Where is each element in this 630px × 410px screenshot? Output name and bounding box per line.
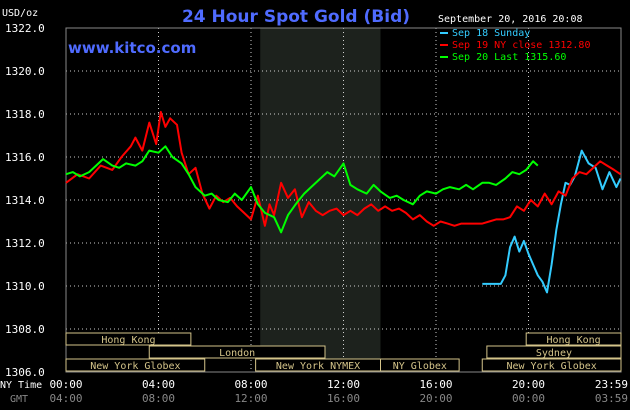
y-tick-label: 1306.0 xyxy=(5,366,45,379)
legend-entry: Sep 20 Last 1315.60 xyxy=(452,52,566,63)
x-tick-label-ny: 20:00 xyxy=(512,378,545,391)
session-label: London xyxy=(219,348,255,359)
y-tick-label: 1318.0 xyxy=(5,108,45,121)
x-tick-label-ny: 23:59 xyxy=(595,378,628,391)
market-sessions: Hong Kong London New York Globex New York N… xyxy=(65,332,622,372)
series-line xyxy=(65,145,539,234)
session-label: New York NYMEX xyxy=(276,361,360,372)
shaded-region xyxy=(260,28,381,372)
price-series xyxy=(65,110,622,294)
session-label: New York Globex xyxy=(506,361,596,372)
session-label: Hong Kong xyxy=(101,335,155,346)
x-tick-label-gmt: 08:00 xyxy=(142,392,175,405)
x-tick-labels: 00:00 04:00 08:00 12:00 16:00 20:00 23:5904:00… xyxy=(49,378,628,405)
legend-entry: Sep 19 NY close 1312.80 xyxy=(452,40,590,51)
y-tick-label: 1320.0 xyxy=(5,65,45,78)
x-tick-label-ny: 04:00 xyxy=(142,378,175,391)
y-tick-label: 1308.0 xyxy=(5,323,45,336)
x-tick-label-gmt: 00:00 xyxy=(512,392,545,405)
y-tick-label: 1312.0 xyxy=(5,237,45,250)
session-label: Sydney xyxy=(536,348,572,359)
series-line xyxy=(65,110,622,227)
x-tick-label-ny: 12:00 xyxy=(327,378,360,391)
x-tick-label-ny: 08:00 xyxy=(234,378,267,391)
plot-border xyxy=(65,27,622,373)
x-tick-label-ny: 16:00 xyxy=(419,378,452,391)
x-tick-label-gmt: 03:59 xyxy=(595,392,628,405)
y-tick-label: 1310.0 xyxy=(5,280,45,293)
y-tick-label: 1316.0 xyxy=(5,151,45,164)
x-row1-label: NY Time xyxy=(0,380,42,391)
watermark: www.kitco.com xyxy=(68,39,196,57)
chart-title: 24 Hour Spot Gold (Bid) xyxy=(182,7,410,27)
legend-entry: Sep 18 Sunday xyxy=(452,28,530,39)
session-box xyxy=(486,345,622,359)
x-row2-label: GMT xyxy=(10,394,28,405)
y-axis-label: USD/oz xyxy=(2,8,38,19)
session-box xyxy=(148,345,326,359)
grid-lines xyxy=(65,27,622,373)
session-box xyxy=(481,358,622,372)
session-label: Hong Kong xyxy=(547,335,601,346)
session-box xyxy=(380,358,460,372)
x-tick-label-gmt: 16:00 xyxy=(327,392,360,405)
x-tick-label-gmt: 20:00 xyxy=(419,392,452,405)
x-tick-label-gmt: 12:00 xyxy=(234,392,267,405)
y-tick-label: 1322.0 xyxy=(5,22,45,35)
x-tick-label-gmt: 04:00 xyxy=(49,392,82,405)
x-tick-label-ny: 00:00 xyxy=(49,378,82,391)
y-tick-labels: 1322.0 1320.0 1318.0 1316.0 1314.0 1312.0 1310… xyxy=(5,22,45,379)
night-session-shading xyxy=(260,28,381,372)
session-label: NY Globex xyxy=(393,361,447,372)
timestamp: September 20, 2016 20:08 xyxy=(438,14,583,25)
session-box xyxy=(525,332,622,346)
y-tick-label: 1314.0 xyxy=(5,194,45,207)
session-box xyxy=(65,358,206,372)
session-label: New York Globex xyxy=(90,361,180,372)
session-box xyxy=(65,332,192,346)
